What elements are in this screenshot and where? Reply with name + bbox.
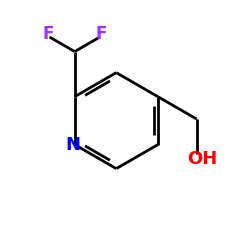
Text: F: F bbox=[42, 24, 54, 42]
Text: OH: OH bbox=[187, 150, 217, 168]
Text: N: N bbox=[65, 136, 80, 154]
Text: F: F bbox=[96, 24, 107, 42]
